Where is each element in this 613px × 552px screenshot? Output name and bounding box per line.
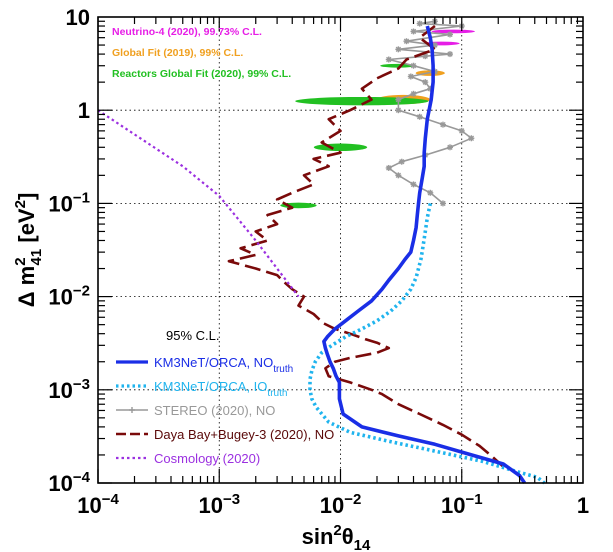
stereo-marker [439,121,446,128]
series-km3net-orca-io [308,203,546,485]
x-tick-label: 10−3 [198,491,240,518]
legend-label: Daya Bay+Bugey-3 (2020), NO [154,427,334,442]
y-tick-label: 10−3 [48,376,90,403]
stereo-marker [410,28,417,35]
stereo-marker [422,53,429,60]
y-tick-label: 1 [78,98,90,123]
stereo-marker [427,189,434,196]
series-km3net-orca-no-line [322,25,527,485]
legend-label: STEREO (2020), NO [154,403,275,418]
series-km3net-orca-io-line [308,203,546,485]
stereo-marker [446,31,453,38]
stereo-marker [395,46,402,53]
series-layer [97,18,546,485]
stereo-marker [403,38,410,45]
legend: 95% C.L. KM3NeT/ORCA, NOtruth KM3NeT/ORCA,… [116,328,334,466]
stereo-marker [439,200,446,207]
stereo-marker [385,56,392,63]
stereo-marker [458,127,465,134]
legend-item: STEREO (2020), NO [116,403,275,418]
legend-item: Cosmology (2020) [116,451,260,466]
stereo-marker [468,135,475,142]
y-tick-label: 10−1 [48,189,90,216]
stereo-marker [422,79,429,86]
series-cosmology-2020 [97,109,300,298]
x-axis-title: sin2θ14 [302,522,371,552]
x-tick-label: 10−2 [320,491,362,518]
stereo-marker [398,158,405,165]
stereo-marker [395,172,402,179]
stereo-marker [410,62,417,69]
stereo-marker [410,90,417,97]
x-tick-label: 10−4 [77,491,119,518]
annotation-label: Reactors Global Fit (2020), 99% C.L. [112,68,291,80]
tick-labels: 10−4 10−3 10−2 10−1 1 10−4 10−3 10−2 10−1 1 10 [48,5,589,518]
y-axis-title: Δ m241 [eV2] [12,193,45,308]
series-km3net-orca-no [322,25,527,485]
stereo-marker [395,96,402,103]
stereo-marker [385,164,392,171]
annotation-label: Global Fit (2019), 99% C.L. [112,47,243,59]
stereo-marker [410,181,417,188]
axis-titles: sin2θ14 Δ m241 [eV2] [12,193,371,552]
stereo-marker [446,144,453,151]
stereo-marker [416,20,423,27]
allowed-regions [280,29,476,209]
y-tick-label: 10−4 [48,469,90,496]
series-stereo-2020-no [385,18,475,207]
legend-label: Cosmology (2020) [154,451,260,466]
region-reactors-global-fit [313,143,368,152]
x-tick-label: 10−1 [441,491,483,518]
annotations: Neutrino-4 (2020), 99.73% C.L. Global Fit… [112,26,291,80]
axis-ticks [97,17,583,484]
stereo-marker [407,73,414,80]
stereo-marker [446,51,453,58]
legend-item: KM3NeT/ORCA, IOtruth [116,379,287,399]
region-neutrino-4 [431,29,476,34]
legend-label: KM3NeT/ORCA, IOtruth [154,379,287,399]
legend-item: Daya Bay+Bugey-3 (2020), NO [116,427,334,442]
series-cosmology-2020-line [97,109,300,298]
legend-item: KM3NeT/ORCA, NOtruth [116,355,293,375]
legend-label: KM3NeT/ORCA, NOtruth [154,355,293,375]
region-reactors-global-fit [295,96,429,106]
legend-title: 95% C.L. [166,328,219,343]
x-tick-label: 1 [577,493,589,518]
series-daya-bay-bugey-3-2020-no [227,24,505,468]
y-tick-label: 10−2 [48,283,90,310]
y-tick-label: 10 [66,5,90,30]
series-daya-bay-bugey-3-2020-no-line [227,24,505,468]
annotation-label: Neutrino-4 (2020), 99.73% C.L. [112,26,262,38]
stereo-marker [416,113,423,120]
stereo-marker [395,107,402,114]
